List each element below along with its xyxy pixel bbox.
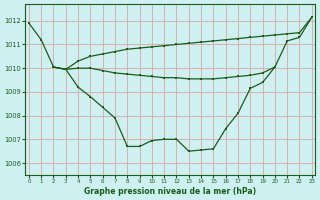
X-axis label: Graphe pression niveau de la mer (hPa): Graphe pression niveau de la mer (hPa)	[84, 187, 256, 196]
